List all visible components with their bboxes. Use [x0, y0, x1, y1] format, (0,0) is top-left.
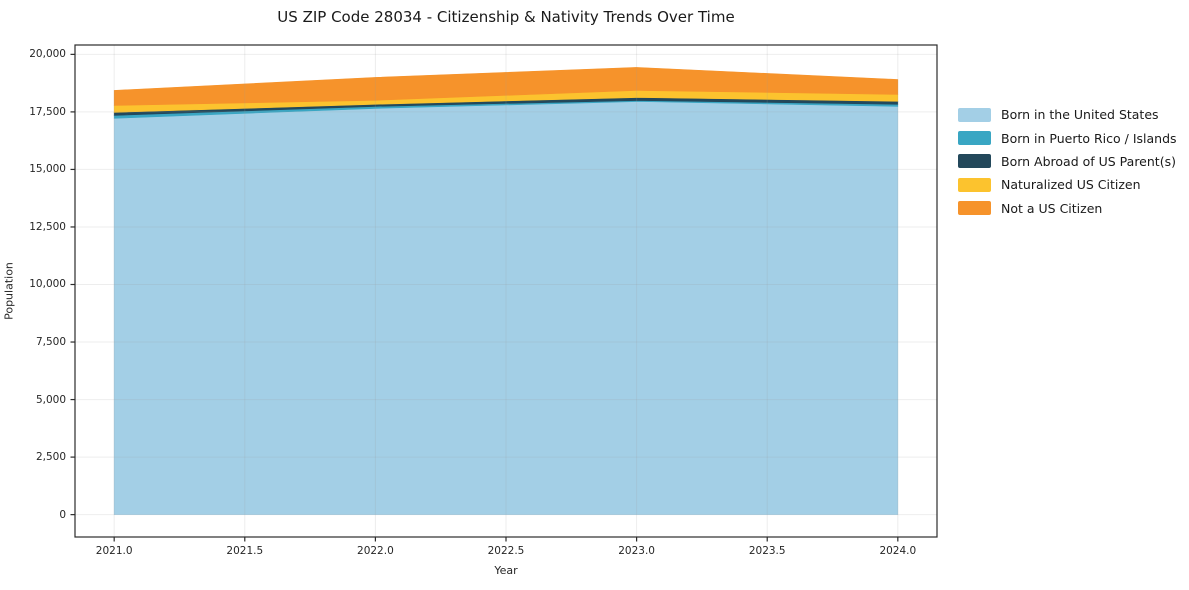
x-tick-label: 2022.0 — [357, 545, 394, 557]
legend-label: Naturalized US Citizen — [1001, 177, 1141, 193]
legend-item: Born Abroad of US Parent(s) — [958, 150, 1177, 173]
legend-swatch-icon — [958, 154, 991, 169]
legend: Born in the United States Born in Puerto… — [958, 103, 1177, 220]
x-tick-label: 2024.0 — [879, 545, 917, 557]
x-tick-label: 2021.5 — [226, 545, 264, 557]
legend-label: Born in Puerto Rico / Islands — [1001, 130, 1177, 146]
legend-item: Born in Puerto Rico / Islands — [958, 126, 1177, 149]
x-tick-label: 2022.5 — [487, 545, 525, 557]
legend-item: Born in the United States — [958, 103, 1177, 126]
chart-title: US ZIP Code 28034 - Citizenship & Nativi… — [277, 8, 735, 26]
y-tick-label: 10,000 — [29, 278, 66, 291]
x-tick-label: 2021.0 — [95, 545, 133, 557]
y-tick-label: 5,000 — [35, 393, 66, 406]
x-tick-label: 2023.0 — [618, 545, 655, 557]
x-axis-label: Year — [494, 564, 518, 577]
y-tick-label: 20,000 — [29, 48, 66, 61]
y-tick-label: 2,500 — [35, 451, 66, 464]
legend-label: Born Abroad of US Parent(s) — [1001, 153, 1176, 169]
y-tick-label: 17,500 — [29, 105, 66, 118]
x-tick-label: 2023.5 — [748, 545, 786, 557]
y-tick-label: 7,500 — [35, 336, 66, 349]
y-tick-label: 12,500 — [29, 220, 66, 233]
legend-item: Not a US Citizen — [958, 197, 1177, 220]
legend-label: Not a US Citizen — [1001, 200, 1103, 216]
legend-swatch-icon — [958, 201, 991, 216]
y-tick-label: 0 — [59, 508, 66, 521]
y-tick-label: 15,000 — [29, 163, 66, 176]
legend-swatch-icon — [958, 131, 991, 146]
legend-item: Naturalized US Citizen — [958, 173, 1177, 196]
legend-swatch-icon — [958, 177, 991, 192]
legend-label: Born in the United States — [1001, 107, 1159, 123]
y-axis-label: Population — [2, 262, 16, 320]
area-series — [113, 67, 899, 106]
legend-swatch-icon — [958, 107, 991, 122]
